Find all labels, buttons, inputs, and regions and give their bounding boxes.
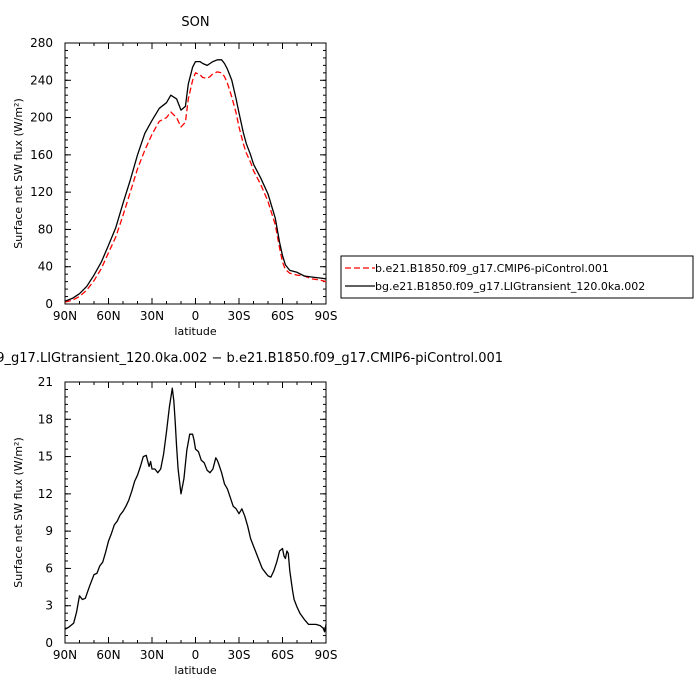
- y-tick-label: 0: [45, 297, 53, 311]
- x-tick-label: 90N: [53, 648, 77, 662]
- y-tick-label: 280: [30, 36, 53, 50]
- y-tick-label: 6: [45, 561, 53, 575]
- y-tick-label: 0: [45, 636, 53, 650]
- x-tick-label: 30S: [228, 648, 251, 662]
- x-tick-label: 30S: [228, 309, 251, 323]
- x-axis-label: latitude: [174, 325, 216, 338]
- y-tick-label: 21: [38, 375, 53, 389]
- y-tick-label: 15: [38, 450, 53, 464]
- y-tick-label: 40: [38, 260, 53, 274]
- x-tick-label: 60S: [271, 309, 294, 323]
- y-tick-label: 160: [30, 148, 53, 162]
- x-tick-label: 30N: [140, 648, 164, 662]
- legend-entry: bg.e21.B1850.f09_g17.LIGtransient_120.0k…: [375, 280, 645, 293]
- legend: b.e21.B1850.f09_g17.CMIP6-piControl.001b…: [340, 255, 694, 299]
- bottom-plot: bg.e21.B1850.f09_g17.LIGtransient_120.0k…: [0, 351, 503, 677]
- y-tick-label: 12: [38, 487, 53, 501]
- legend-box: [340, 255, 694, 299]
- plot-frame: [64, 42, 327, 305]
- y-axis-label: Surface net SW flux (W/m²): [12, 98, 25, 249]
- y-tick-label: 120: [30, 185, 53, 199]
- series-line-0-0: [64, 71, 327, 303]
- y-tick-label: 200: [30, 111, 53, 125]
- x-tick-label: 0: [192, 648, 200, 662]
- x-tick-label: 90S: [315, 309, 338, 323]
- x-tick-label: 60N: [96, 648, 120, 662]
- y-tick-label: 3: [45, 599, 53, 613]
- plot-title: bg.e21.B1850.f09_g17.LIGtransient_120.0k…: [0, 351, 503, 366]
- y-axis-label: Surface net SW flux (W/m²): [12, 437, 25, 588]
- series-line-0-1: [64, 59, 327, 302]
- x-tick-label: 90N: [53, 309, 77, 323]
- y-tick-label: 80: [38, 222, 53, 236]
- y-tick-label: 9: [45, 524, 53, 538]
- x-tick-label: 90S: [315, 648, 338, 662]
- y-tick-label: 240: [30, 73, 53, 87]
- x-axis-label: latitude: [174, 664, 216, 677]
- x-tick-label: 60N: [96, 309, 120, 323]
- plot-title: SON: [181, 15, 209, 30]
- y-tick-label: 18: [38, 412, 53, 426]
- series-line-1-0: [64, 387, 327, 633]
- legend-entry: b.e21.B1850.f09_g17.CMIP6-piControl.001: [375, 262, 609, 275]
- x-tick-label: 30N: [140, 309, 164, 323]
- plot-frame: [64, 381, 327, 644]
- top-plot: SON 90N 60N 30N 0 30S 60S 90S 0 40 80 120 160 200 240 2…: [12, 15, 337, 338]
- x-tick-label: 60S: [271, 648, 294, 662]
- x-tick-label: 0: [192, 309, 200, 323]
